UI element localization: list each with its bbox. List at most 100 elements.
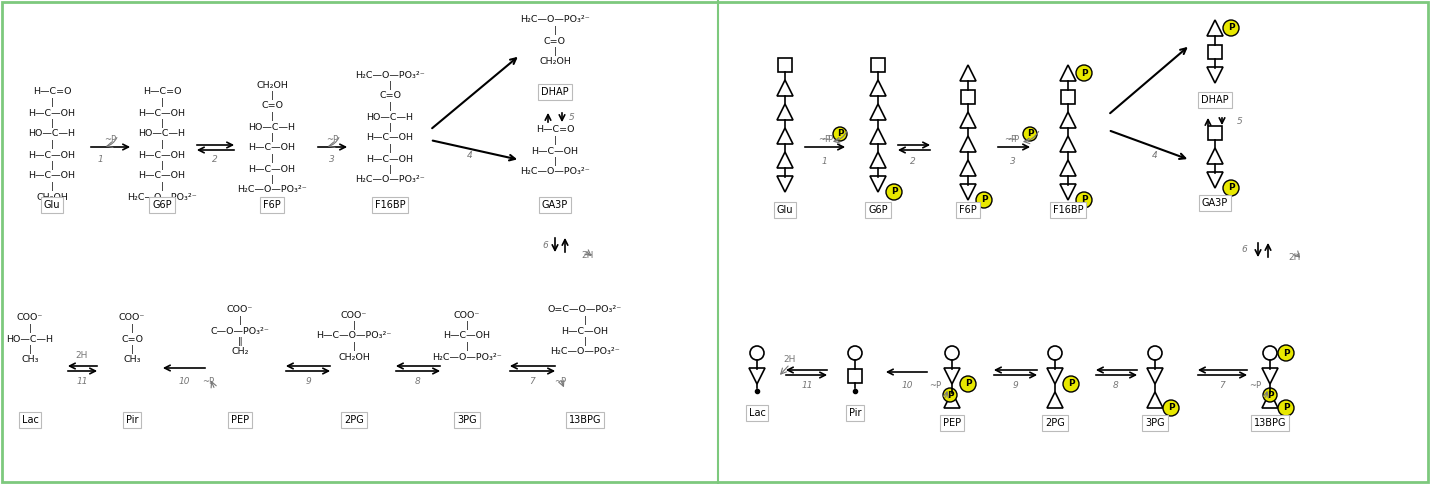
Circle shape [1022, 127, 1037, 141]
Text: |: | [160, 140, 163, 149]
Text: Glu: Glu [776, 205, 794, 215]
Circle shape [1048, 346, 1062, 360]
Text: GA3P: GA3P [1201, 198, 1228, 208]
Text: HO—C—H: HO—C—H [139, 130, 186, 138]
Polygon shape [960, 184, 977, 200]
Text: 2H: 2H [582, 251, 595, 259]
Polygon shape [776, 104, 794, 120]
Polygon shape [1147, 368, 1163, 384]
Text: 2H: 2H [784, 354, 797, 363]
Polygon shape [1060, 160, 1075, 176]
Text: ~P: ~P [821, 135, 834, 143]
Text: G6P: G6P [152, 200, 172, 210]
Text: |: | [389, 102, 392, 111]
Polygon shape [1207, 172, 1223, 188]
Text: 2PG: 2PG [345, 415, 363, 425]
Text: ~P: ~P [930, 381, 941, 391]
Polygon shape [960, 136, 977, 152]
Text: Pir: Pir [126, 415, 139, 425]
Text: 7: 7 [1220, 381, 1226, 391]
Text: C=O: C=O [379, 91, 400, 101]
Text: DHAP: DHAP [1201, 95, 1228, 105]
Text: |: | [160, 98, 163, 107]
Text: COO⁻: COO⁻ [340, 311, 368, 319]
Text: |: | [160, 161, 163, 170]
Text: HO—C—H: HO—C—H [366, 112, 413, 121]
Polygon shape [960, 160, 977, 176]
Text: 13BPG: 13BPG [1254, 418, 1286, 428]
Text: 6: 6 [542, 241, 548, 249]
Circle shape [1075, 65, 1093, 81]
Text: |: | [553, 26, 556, 35]
Text: P: P [1228, 24, 1234, 32]
Polygon shape [1207, 67, 1223, 83]
Polygon shape [869, 152, 887, 168]
Text: ~P: ~P [1007, 135, 1020, 143]
Text: 7: 7 [529, 377, 535, 385]
Text: |: | [270, 112, 273, 121]
Text: H—C—OH: H—C—OH [139, 151, 186, 160]
Text: |: | [160, 182, 163, 191]
Text: COO⁻: COO⁻ [453, 311, 480, 319]
Text: ~P: ~P [326, 135, 337, 143]
Text: Lac: Lac [21, 415, 39, 425]
Text: H—C—OH: H—C—OH [29, 171, 76, 181]
Text: CH₃: CH₃ [123, 356, 140, 364]
Polygon shape [869, 176, 887, 192]
Text: |: | [553, 157, 556, 166]
Text: H—C—OH: H—C—OH [532, 147, 579, 155]
Text: O=C—O—PO₃²⁻: O=C—O—PO₃²⁻ [548, 305, 622, 315]
Circle shape [749, 346, 764, 360]
Text: H—C—OH: H—C—OH [139, 108, 186, 118]
Text: G6P: G6P [868, 205, 888, 215]
Text: HO—C—H: HO—C—H [29, 130, 76, 138]
Text: H—C—OH: H—C—OH [139, 171, 186, 181]
Polygon shape [1047, 368, 1062, 384]
Text: |: | [583, 337, 586, 346]
Text: H—C—OH: H—C—OH [443, 332, 490, 341]
Polygon shape [960, 65, 977, 81]
Text: |: | [50, 119, 54, 128]
Text: 9: 9 [1012, 381, 1018, 391]
Text: COO⁻: COO⁻ [17, 314, 43, 322]
Text: CH₂OH: CH₂OH [256, 80, 287, 90]
Text: 8: 8 [415, 377, 420, 385]
Circle shape [1163, 400, 1178, 416]
Text: H₂C—O—PO₃²⁻: H₂C—O—PO₃²⁻ [432, 352, 502, 362]
Text: |: | [50, 98, 54, 107]
Text: 1: 1 [97, 154, 103, 164]
Text: |: | [270, 175, 273, 184]
Text: Glu: Glu [44, 200, 60, 210]
Text: 10: 10 [179, 377, 190, 385]
Text: H₂C—O—PO₃²⁻: H₂C—O—PO₃²⁻ [521, 15, 589, 25]
Circle shape [945, 346, 960, 360]
Text: P: P [1228, 183, 1234, 193]
Text: 3: 3 [329, 154, 335, 164]
Text: 3: 3 [1010, 156, 1015, 166]
Circle shape [1278, 345, 1294, 361]
Text: C=O: C=O [262, 102, 283, 110]
Text: H—C—OH: H—C—OH [366, 134, 413, 142]
Polygon shape [1263, 368, 1278, 384]
Text: ‖: ‖ [237, 337, 242, 346]
Text: F6P: F6P [960, 205, 977, 215]
Text: |: | [583, 316, 586, 325]
Text: H₂C—O—PO₃²⁻: H₂C—O—PO₃²⁻ [237, 185, 307, 195]
Text: H—C—OH: H—C—OH [29, 151, 76, 160]
Polygon shape [776, 152, 794, 168]
Circle shape [1263, 346, 1277, 360]
Text: CH₃: CH₃ [21, 356, 39, 364]
Text: |: | [29, 324, 31, 333]
Text: P: P [1081, 196, 1087, 205]
Circle shape [1075, 192, 1093, 208]
Circle shape [887, 184, 902, 200]
Polygon shape [1147, 392, 1163, 408]
Text: H—C=O: H—C=O [143, 88, 182, 96]
Polygon shape [1060, 112, 1075, 128]
Text: |: | [130, 345, 133, 354]
Text: |: | [130, 324, 133, 333]
Circle shape [1223, 20, 1238, 36]
Polygon shape [1047, 392, 1062, 408]
Polygon shape [1060, 136, 1075, 152]
Polygon shape [1061, 90, 1075, 104]
